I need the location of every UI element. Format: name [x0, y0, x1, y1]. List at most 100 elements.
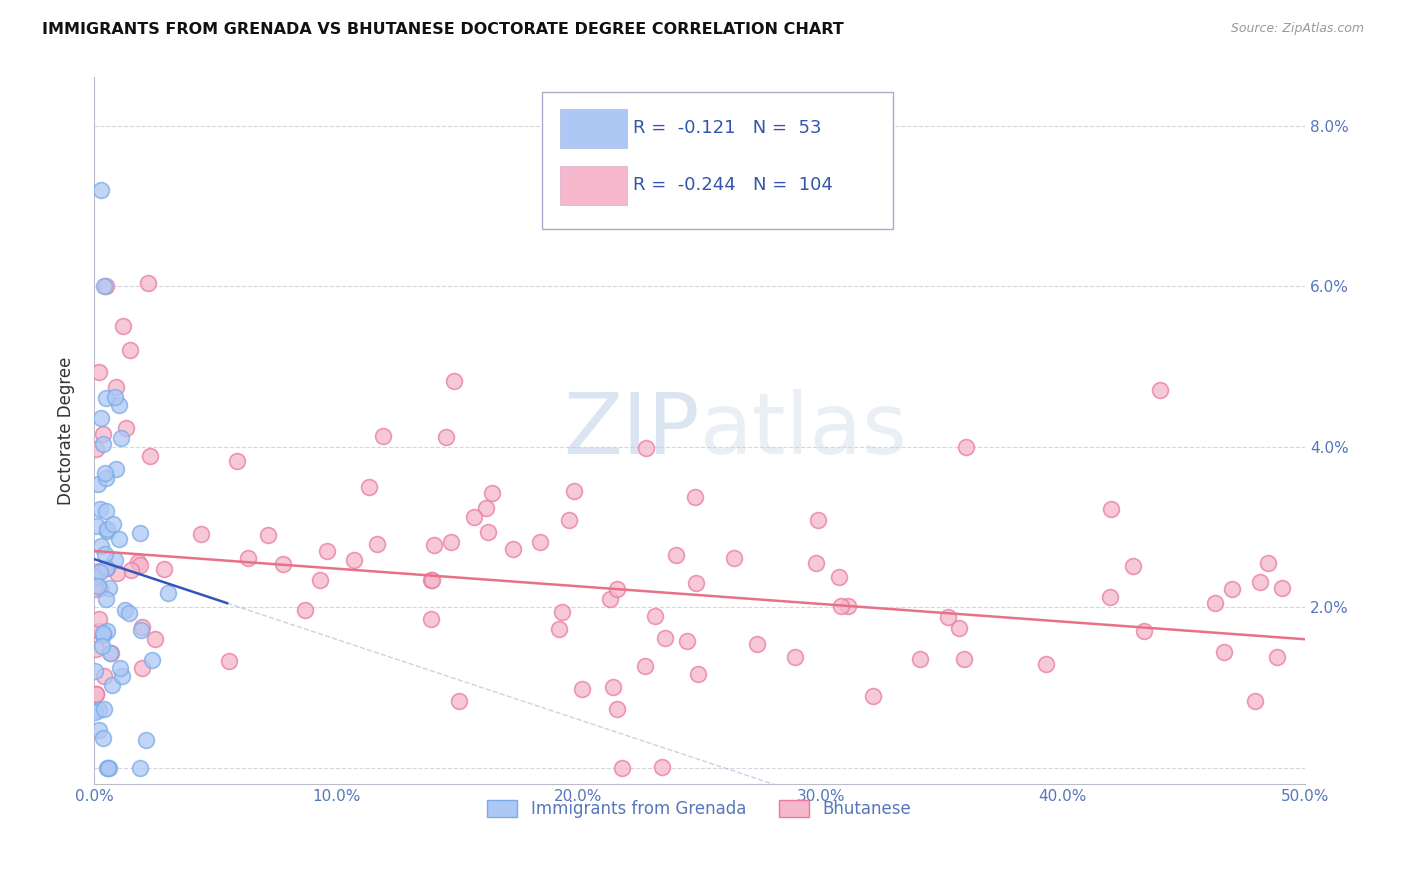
- Point: [955, 440, 977, 454]
- Legend: Immigrants from Grenada, Bhutanese: Immigrants from Grenada, Bhutanese: [481, 793, 918, 825]
- Point: [610, 761, 633, 775]
- Point: [1204, 596, 1226, 610]
- Point: [100, 678, 122, 692]
- Point: [1271, 581, 1294, 595]
- Point: [108, 661, 131, 675]
- Point: [91, 640, 114, 654]
- Point: [94, 591, 117, 606]
- Point: [89, 565, 111, 579]
- Point: [139, 450, 162, 464]
- Point: [105, 380, 128, 394]
- Point: [602, 680, 624, 694]
- Point: [273, 557, 295, 571]
- Point: [128, 761, 150, 775]
- Point: [571, 682, 593, 697]
- Point: [120, 563, 142, 577]
- Point: [141, 653, 163, 667]
- Point: [98, 761, 121, 775]
- Point: [558, 513, 581, 527]
- Point: [463, 509, 485, 524]
- Point: [343, 553, 366, 567]
- Point: [93, 467, 115, 481]
- Point: [676, 633, 699, 648]
- Text: Source: ZipAtlas.com: Source: ZipAtlas.com: [1230, 22, 1364, 36]
- Point: [606, 702, 628, 716]
- Point: [91, 427, 114, 442]
- Point: [651, 760, 673, 774]
- Point: [96, 560, 118, 574]
- Point: [908, 652, 931, 666]
- Point: [84, 570, 107, 584]
- Point: [434, 430, 457, 444]
- Point: [91, 625, 114, 640]
- Point: [218, 654, 240, 668]
- Point: [1257, 556, 1279, 570]
- Point: [100, 646, 122, 660]
- Point: [90, 539, 112, 553]
- Point: [152, 562, 174, 576]
- Point: [723, 551, 745, 566]
- Point: [443, 374, 465, 388]
- Point: [89, 581, 111, 595]
- Point: [1220, 582, 1243, 596]
- Point: [1244, 694, 1267, 708]
- Point: [89, 612, 111, 626]
- Point: [91, 436, 114, 450]
- Point: [683, 490, 706, 504]
- Point: [129, 623, 152, 637]
- Point: [89, 624, 111, 639]
- Point: [474, 500, 496, 515]
- Point: [89, 564, 111, 578]
- Point: [131, 620, 153, 634]
- Point: [294, 603, 316, 617]
- Point: [806, 556, 828, 570]
- Point: [100, 646, 122, 660]
- Point: [654, 631, 676, 645]
- Point: [84, 705, 107, 719]
- Point: [103, 516, 125, 531]
- Point: [238, 551, 260, 566]
- Point: [423, 538, 446, 552]
- Point: [94, 392, 117, 406]
- Point: [104, 462, 127, 476]
- Point: [107, 532, 129, 546]
- Point: [87, 476, 110, 491]
- Point: [529, 535, 551, 549]
- Point: [110, 431, 132, 445]
- Point: [1098, 591, 1121, 605]
- Point: [89, 501, 111, 516]
- Point: [1122, 559, 1144, 574]
- Text: ZIP: ZIP: [562, 389, 700, 472]
- Point: [86, 687, 108, 701]
- Point: [806, 512, 828, 526]
- Point: [606, 582, 628, 597]
- Point: [97, 581, 120, 595]
- Point: [308, 574, 330, 588]
- Point: [89, 365, 111, 379]
- Point: [688, 667, 710, 681]
- Point: [1035, 657, 1057, 672]
- Point: [131, 660, 153, 674]
- Point: [91, 731, 114, 746]
- Point: [94, 471, 117, 485]
- Point: [502, 542, 524, 557]
- Point: [96, 524, 118, 539]
- Point: [481, 486, 503, 500]
- Point: [634, 659, 657, 673]
- Point: [419, 573, 441, 587]
- Point: [84, 664, 107, 678]
- Point: [104, 553, 127, 567]
- Point: [93, 279, 115, 293]
- Point: [644, 609, 666, 624]
- Point: [96, 522, 118, 536]
- Point: [830, 599, 852, 614]
- Point: [93, 668, 115, 682]
- Point: [745, 637, 768, 651]
- Point: [665, 548, 688, 562]
- Point: [118, 606, 141, 620]
- Point: [440, 534, 463, 549]
- Point: [936, 609, 959, 624]
- Point: [86, 642, 108, 657]
- FancyBboxPatch shape: [543, 92, 893, 229]
- Point: [111, 668, 134, 682]
